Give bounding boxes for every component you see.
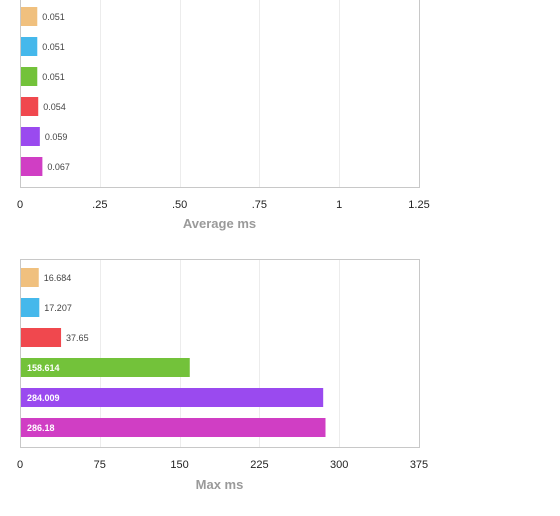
- bar: [21, 418, 326, 437]
- bar: [21, 388, 324, 407]
- plot-frame: [20, 0, 420, 188]
- bar: [21, 67, 38, 86]
- bar-value-label: 286.18: [27, 423, 55, 433]
- x-tick-label: .25: [92, 199, 107, 211]
- bar: [21, 328, 62, 347]
- x-tick-label: .75: [252, 199, 267, 211]
- bar-value-label: 16.684: [44, 273, 72, 283]
- max-ms-chart: 16.684 17.207 37.65 158.614 284.009 286.18 0 75…: [17, 259, 428, 492]
- bar: [21, 97, 39, 116]
- bar: [21, 37, 38, 56]
- bar: [21, 358, 190, 377]
- bar-value-label: 17.207: [44, 303, 72, 313]
- x-tick-label: .50: [172, 199, 187, 211]
- bar-value-label: 0.051: [42, 42, 65, 52]
- x-tick-label: 75: [94, 459, 106, 471]
- x-tick-label: 0: [17, 199, 23, 211]
- x-axis-title: Max ms: [196, 477, 244, 492]
- x-tick-label: 375: [410, 459, 428, 471]
- x-tick-label: 225: [250, 459, 268, 471]
- average-ms-chart: 0.051 0.051 0.051 0.054 0.059 0.067 0 .25 .50 .75…: [17, 0, 430, 231]
- bar-value-label: 284.009: [27, 393, 60, 403]
- bar-value-label: 37.65: [66, 333, 89, 343]
- x-tick-label: 1: [336, 199, 342, 211]
- bar: [21, 298, 40, 317]
- bar: [21, 127, 40, 146]
- x-axis-title: Average ms: [183, 216, 256, 231]
- plot-frame: [20, 259, 420, 448]
- bar-value-label: 0.051: [42, 12, 65, 22]
- bar-value-label: 0.054: [43, 102, 66, 112]
- x-tick-label: 0: [17, 459, 23, 471]
- bar: [21, 268, 39, 287]
- bar-value-label: 0.059: [45, 132, 68, 142]
- bar: [21, 7, 38, 26]
- bar-value-label: 158.614: [27, 363, 60, 373]
- x-tick-label: 300: [330, 459, 348, 471]
- x-tick-label: 1.25: [408, 199, 429, 211]
- x-tick-label: 150: [170, 459, 188, 471]
- bar-value-label: 0.051: [42, 72, 65, 82]
- bar-value-label: 0.067: [47, 162, 70, 172]
- bar: [21, 157, 43, 176]
